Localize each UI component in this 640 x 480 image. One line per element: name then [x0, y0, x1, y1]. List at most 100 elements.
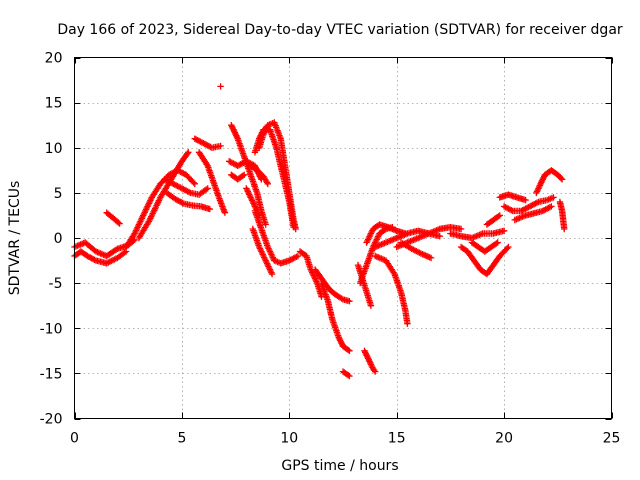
data-point	[217, 142, 224, 150]
data-point	[264, 180, 271, 188]
data-track	[511, 203, 555, 224]
data-point	[548, 203, 555, 210]
data-track	[496, 191, 529, 204]
data-point	[221, 209, 229, 216]
data-point	[494, 239, 501, 246]
data-track	[247, 162, 271, 188]
data-point	[204, 185, 211, 192]
data-point	[239, 172, 247, 179]
data-point	[372, 368, 379, 375]
data-point	[338, 295, 345, 302]
data-track	[468, 239, 501, 255]
x-tick-label: 25	[603, 431, 621, 447]
data-track	[249, 225, 276, 278]
data-point	[184, 150, 191, 157]
y-tick-label: -10	[40, 321, 63, 337]
data-point	[346, 347, 353, 354]
data-point	[346, 372, 353, 380]
data-point	[185, 149, 192, 156]
data-track	[71, 248, 130, 267]
data-point	[404, 320, 411, 327]
data-point	[505, 243, 512, 251]
data-point	[112, 246, 120, 253]
data-point	[268, 270, 276, 278]
data-points	[71, 83, 568, 380]
data-point	[262, 221, 269, 228]
data-point	[558, 176, 566, 183]
data-track	[228, 171, 248, 183]
x-tick-label: 0	[70, 431, 79, 447]
data-point	[345, 372, 352, 379]
data-point	[504, 245, 511, 252]
data-point	[206, 205, 213, 213]
x-tick-label: 20	[495, 431, 513, 447]
x-axis-label: GPS time / hours	[281, 458, 398, 474]
y-tick-label: 5	[54, 186, 63, 202]
data-point	[367, 302, 375, 309]
data-point	[493, 240, 500, 247]
data-track	[500, 194, 557, 215]
y-tick-label: -20	[40, 412, 63, 428]
data-track	[163, 189, 213, 213]
data-point	[345, 346, 352, 354]
y-tick-label: -15	[40, 366, 63, 382]
data-point	[436, 233, 443, 240]
data-track	[533, 167, 566, 197]
axis-ticks	[74, 57, 613, 420]
data-point	[294, 252, 302, 260]
data-track	[161, 176, 211, 198]
data-track	[103, 209, 123, 227]
data-track	[483, 212, 503, 228]
data-point	[495, 213, 502, 220]
data-point	[561, 225, 568, 233]
data-point	[423, 252, 430, 260]
data-point	[508, 207, 515, 214]
y-tick-label: 10	[45, 141, 63, 157]
data-point	[457, 225, 465, 233]
data-track	[251, 207, 302, 267]
chart-title: Day 166 of 2023, Sidereal Day-to-day VTE…	[57, 22, 623, 38]
data-track	[311, 266, 353, 305]
data-track	[361, 347, 379, 375]
data-point	[191, 180, 198, 188]
data-point	[550, 194, 557, 201]
data-point	[217, 83, 224, 90]
data-point	[496, 212, 503, 219]
data-point	[293, 253, 300, 260]
y-axis-label: SDTVAR / TECUs	[7, 181, 23, 296]
grid-lines	[74, 57, 612, 419]
data-point	[370, 367, 378, 374]
y-tick-label: 0	[54, 231, 63, 247]
data-track	[217, 83, 224, 90]
data-point	[116, 220, 123, 227]
x-tick-label: 10	[280, 431, 298, 447]
data-track	[357, 224, 396, 287]
data-track	[195, 149, 229, 216]
data-track	[122, 167, 198, 251]
x-tick-label: 15	[388, 431, 406, 447]
data-track	[372, 252, 411, 327]
data-point	[115, 219, 122, 226]
data-point	[290, 224, 297, 231]
y-tick-label: -5	[49, 276, 63, 292]
data-point	[190, 179, 197, 186]
data-track	[243, 185, 263, 219]
data-point	[427, 254, 435, 262]
data-track	[457, 243, 512, 278]
data-track	[228, 122, 269, 228]
data-point	[346, 298, 353, 305]
y-tick-label: 15	[45, 96, 63, 112]
data-track	[363, 221, 409, 246]
data-point	[500, 227, 508, 234]
data-track	[191, 135, 224, 151]
data-track	[556, 198, 568, 233]
data-track	[339, 368, 353, 380]
data-track	[447, 227, 508, 242]
data-track	[135, 149, 192, 242]
data-point	[522, 196, 529, 204]
data-point	[241, 171, 248, 178]
data-track	[397, 239, 435, 262]
data-point	[263, 179, 271, 186]
y-tick-labels: -20 -15 -10 -5 0 5 10 15 20	[40, 51, 63, 428]
